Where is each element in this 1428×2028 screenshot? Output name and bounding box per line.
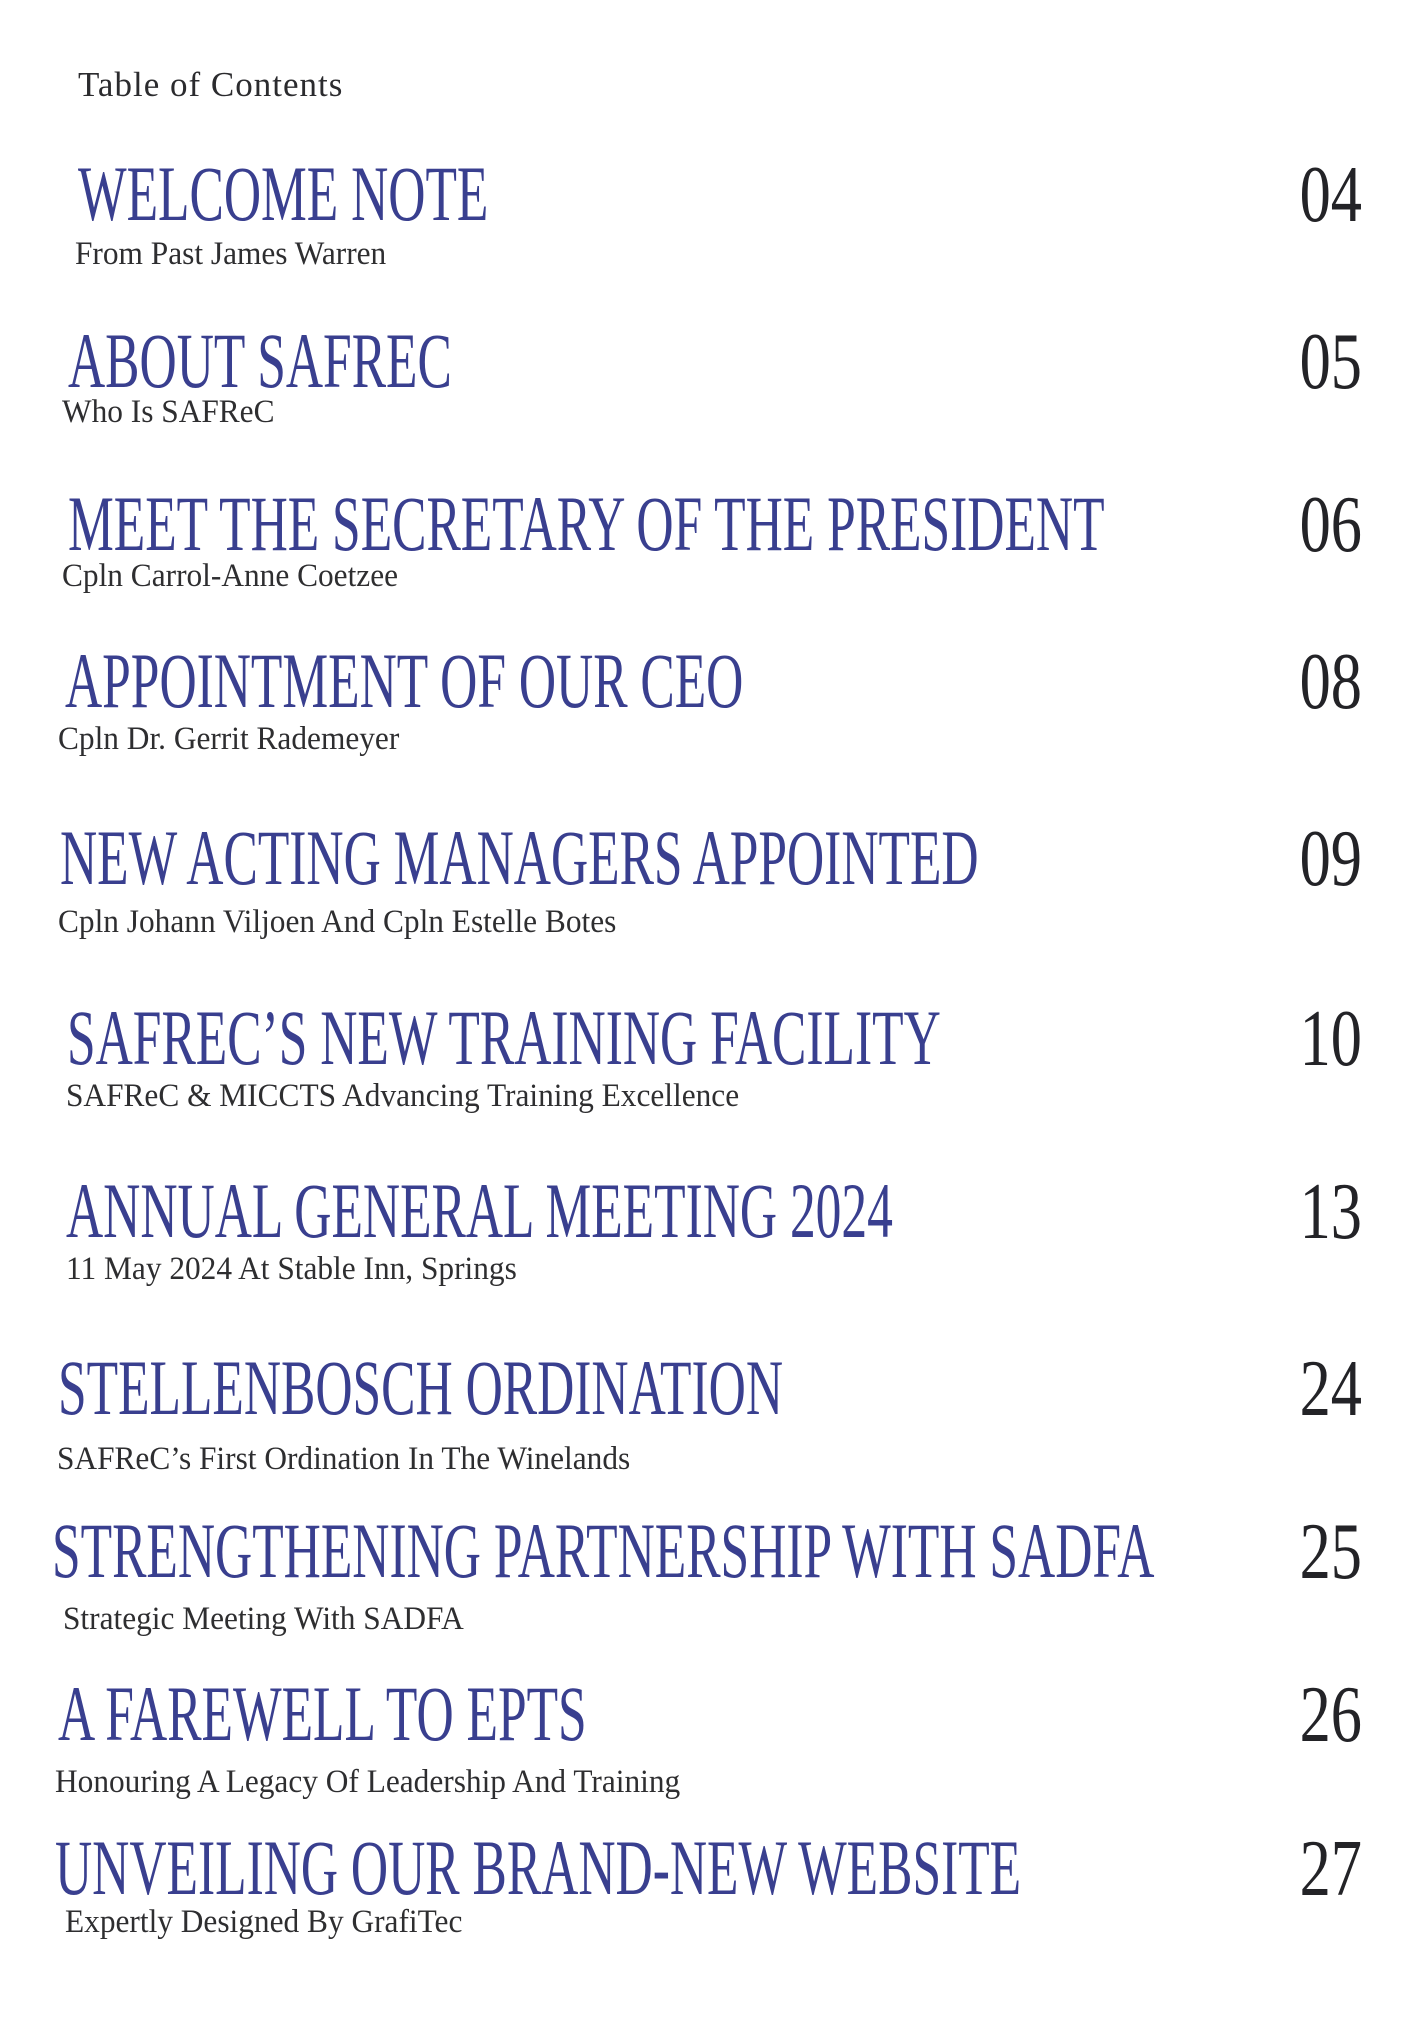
toc-entry-title: MEET THE SECRETARY OF THE PRESIDENT bbox=[68, 480, 1105, 567]
toc-entry[interactable]: NEW ACTING MANAGERS APPOINTED 09 Cpln Jo… bbox=[0, 819, 1428, 939]
toc-entry-subtitle: Cpln Dr. Gerrit Rademeyer bbox=[58, 721, 400, 757]
toc-entry-subtitle: Strategic Meeting With SADFA bbox=[63, 1601, 464, 1637]
toc-entry[interactable]: STELLENBOSCH ORDINATION 24 SAFReC’s Firs… bbox=[0, 1349, 1428, 1476]
toc-entry-subtitle: Who Is SAFReC bbox=[62, 394, 275, 430]
toc-entry-page-number: 26 bbox=[1299, 1671, 1362, 1759]
toc-entry[interactable]: ABOUT SAFREC 05 Who Is SAFReC bbox=[0, 322, 1428, 429]
toc-entry-title-line: ANNUAL GENERAL MEETING 2024 bbox=[0, 1172, 1428, 1250]
toc-entry-title-line: MEET THE SECRETARY OF THE PRESIDENT bbox=[0, 485, 1428, 563]
toc-entry-page-number: 25 bbox=[1299, 1508, 1362, 1596]
toc-entry[interactable]: APPOINTMENT OF OUR CEO 08 Cpln Dr. Gerri… bbox=[0, 642, 1428, 756]
toc-entry-subtitle: 11 May 2024 At Stable Inn, Springs bbox=[66, 1251, 517, 1287]
toc-entry-title: ABOUT SAFREC bbox=[68, 317, 452, 404]
toc-entry-title-line: A FAREWELL TO EPTS bbox=[0, 1675, 1428, 1753]
toc-entry[interactable]: SAFREC’S NEW TRAINING FACILITY 10 SAFReC… bbox=[0, 999, 1428, 1113]
toc-entry-subtitle: SAFReC & MICCTS Advancing Training Excel… bbox=[66, 1078, 740, 1114]
toc-entry-title-line: APPOINTMENT OF OUR CEO bbox=[0, 642, 1428, 720]
toc-entry-title: A FAREWELL TO EPTS bbox=[58, 1670, 587, 1757]
toc-entry-page-number: 27 bbox=[1299, 1825, 1362, 1913]
toc-entry[interactable]: MEET THE SECRETARY OF THE PRESIDENT 06 C… bbox=[0, 485, 1428, 593]
toc-entry-title-line: UNVEILING OUR BRAND-NEW WEBSITE bbox=[0, 1829, 1428, 1907]
toc-entry-page-number: 08 bbox=[1299, 638, 1362, 726]
toc-entry-title-line: WELCOME NOTE bbox=[0, 155, 1428, 233]
toc-entry-page-number: 04 bbox=[1299, 151, 1362, 239]
toc-entry[interactable]: ANNUAL GENERAL MEETING 2024 13 11 May 20… bbox=[0, 1172, 1428, 1286]
toc-entry-page-number: 09 bbox=[1299, 815, 1362, 903]
toc-entry-title: SAFREC’S NEW TRAINING FACILITY bbox=[67, 994, 941, 1081]
toc-entry-page-number: 10 bbox=[1299, 995, 1362, 1083]
toc-entry-title-line: SAFREC’S NEW TRAINING FACILITY bbox=[0, 999, 1428, 1077]
toc-entry[interactable]: WELCOME NOTE 04 From Past James Warren bbox=[0, 155, 1428, 271]
toc-entry-subtitle: Honouring A Legacy Of Leadership And Tra… bbox=[55, 1764, 681, 1800]
toc-entry-subtitle: Cpln Johann Viljoen And Cpln Estelle Bot… bbox=[58, 904, 617, 940]
toc-entry-page-number: 06 bbox=[1299, 481, 1362, 569]
toc-entry-subtitle: SAFReC’s First Ordination In The Winelan… bbox=[57, 1441, 631, 1477]
toc-entry-title: APPOINTMENT OF OUR CEO bbox=[65, 637, 744, 724]
toc-entry-title: UNVEILING OUR BRAND-NEW WEBSITE bbox=[55, 1824, 1022, 1911]
toc-entry-title-line: STELLENBOSCH ORDINATION bbox=[0, 1349, 1428, 1427]
toc-entry-page-number: 13 bbox=[1299, 1168, 1362, 1256]
toc-entry-title-line: NEW ACTING MANAGERS APPOINTED bbox=[0, 819, 1428, 897]
toc-entry-page-number: 05 bbox=[1299, 318, 1362, 406]
toc-entry-page-number: 24 bbox=[1299, 1345, 1362, 1433]
toc-entry[interactable]: UNVEILING OUR BRAND-NEW WEBSITE 27 Exper… bbox=[0, 1829, 1428, 1939]
toc-entry-title: STRENGTHENING PARTNERSHIP WITH SADFA bbox=[52, 1507, 1155, 1594]
toc-entry[interactable]: A FAREWELL TO EPTS 26 Honouring A Legacy… bbox=[0, 1675, 1428, 1799]
toc-entry-subtitle: Cpln Carrol-Anne Coetzee bbox=[62, 558, 399, 594]
toc-entry[interactable]: STRENGTHENING PARTNERSHIP WITH SADFA 25 … bbox=[0, 1512, 1428, 1636]
toc-entry-subtitle: Expertly Designed By GrafiTec bbox=[65, 1904, 463, 1940]
toc-entry-title: ANNUAL GENERAL MEETING 2024 bbox=[66, 1167, 893, 1254]
toc-entry-subtitle: From Past James Warren bbox=[75, 236, 387, 272]
toc-entry-title: STELLENBOSCH ORDINATION bbox=[58, 1344, 783, 1431]
page-title: Table of Contents bbox=[78, 65, 344, 104]
toc-entry-title: WELCOME NOTE bbox=[78, 150, 489, 237]
toc-entry-title-line: ABOUT SAFREC bbox=[0, 322, 1428, 400]
toc-entry-title-line: STRENGTHENING PARTNERSHIP WITH SADFA bbox=[0, 1512, 1428, 1590]
toc-entry-title: NEW ACTING MANAGERS APPOINTED bbox=[60, 814, 979, 901]
